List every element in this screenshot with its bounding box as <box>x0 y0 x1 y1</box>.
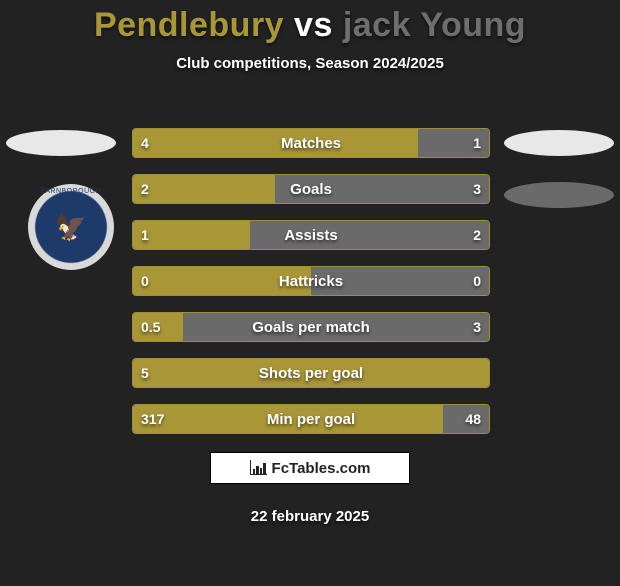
stat-row: 12Assists <box>132 220 490 250</box>
brand-box: FcTables.com <box>210 452 410 484</box>
stat-bar-left-fill <box>133 267 311 295</box>
stat-bar-right-fill <box>275 175 489 203</box>
stat-value-left: 4 <box>133 129 157 157</box>
stat-bar-right-fill <box>311 267 489 295</box>
stat-value-right <box>473 359 489 387</box>
player2-oval-top <box>504 130 614 156</box>
brand-text: FcTables.com <box>272 460 371 477</box>
stat-row: 31748Min per goal <box>132 404 490 434</box>
player1-name: Pendlebury <box>94 6 284 44</box>
stat-bar-left-fill <box>133 405 443 433</box>
stat-row: 5Shots per goal <box>132 358 490 388</box>
player2-name: jack Young <box>343 6 526 44</box>
date-line: 22 february 2025 <box>0 508 620 525</box>
stat-value-right: 2 <box>465 221 489 249</box>
subtitle: Club competitions, Season 2024/2025 <box>0 55 620 72</box>
club-badge-icon: 🦅 <box>45 201 97 253</box>
stat-value-right: 3 <box>465 175 489 203</box>
stat-value-left: 317 <box>133 405 172 433</box>
stat-row: 41Matches <box>132 128 490 158</box>
stat-row: 0.53Goals per match <box>132 312 490 342</box>
stat-bars-container: 41Matches23Goals12Assists00Hattricks0.53… <box>132 128 490 450</box>
stat-value-left: 5 <box>133 359 157 387</box>
stat-value-right: 48 <box>457 405 489 433</box>
brand-chart-icon <box>250 461 266 475</box>
stat-value-left: 0.5 <box>133 313 168 341</box>
stat-value-right: 1 <box>465 129 489 157</box>
player1-oval-top <box>6 130 116 156</box>
vs-text: vs <box>284 6 343 44</box>
stat-value-left: 2 <box>133 175 157 203</box>
page-title: Pendlebury vs jack Young <box>0 6 620 45</box>
stat-value-right: 3 <box>465 313 489 341</box>
stat-bar-right-fill <box>250 221 489 249</box>
player2-oval-bottom <box>504 182 614 208</box>
stat-bar-left-fill <box>133 359 489 387</box>
stat-row: 23Goals <box>132 174 490 204</box>
stat-bar-right-fill <box>183 313 489 341</box>
stat-value-right: 0 <box>465 267 489 295</box>
stat-row: 00Hattricks <box>132 266 490 296</box>
club-badge-ring-text: FARNBOROUGH <box>28 188 114 195</box>
stat-bar-left-fill <box>133 129 418 157</box>
stat-value-left: 1 <box>133 221 157 249</box>
club-badge: FARNBOROUGH 🦅 <box>28 184 114 270</box>
stat-value-left: 0 <box>133 267 157 295</box>
